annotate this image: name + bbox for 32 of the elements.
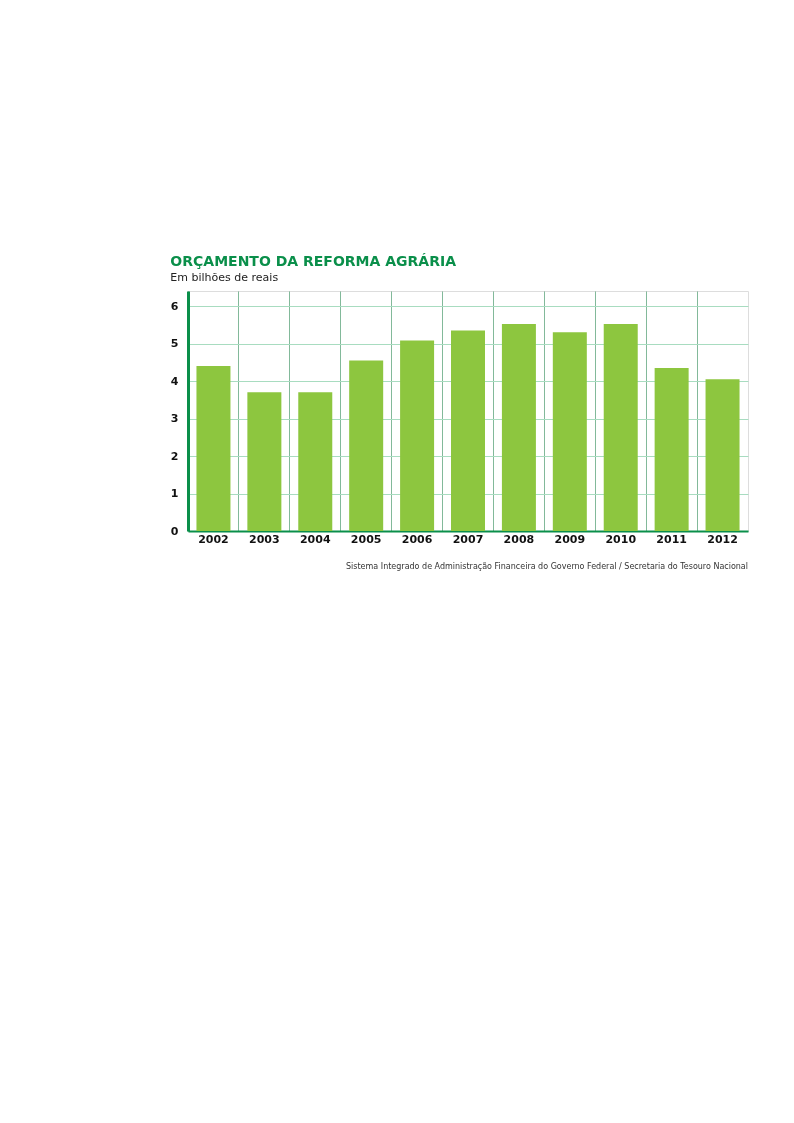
y-tick-label: 3 [170,412,179,425]
x-tick-label: 2005 [350,532,382,546]
x-tick-label: 2011 [656,532,687,546]
bar [196,366,231,531]
bar [654,367,689,531]
y-tick-label: 6 [170,299,179,313]
bar [247,392,282,531]
x-tick-label: 2003 [249,532,280,546]
x-tick-label: 2007 [452,532,484,546]
y-tick-label: 0 [170,524,179,538]
bar [349,360,384,531]
x-tick-label: 2009 [554,532,586,546]
y-tick-label: 1 [170,487,179,500]
x-tick-label: 2004 [299,532,331,546]
bar [603,324,638,531]
chart-subtitle: Em bilhões de reais [170,271,279,284]
bar [400,340,435,531]
text: Sistema Integrado de Administração Financeira do Governo Federal / Secretaria do Tesouro Nacional [346,562,748,571]
x-tick-label: 2006 [401,532,433,546]
y-tick-label: 5 [170,337,179,350]
x-tick-label: 2002 [198,532,229,546]
chart-title: ORÇAMENTO DA REFORMA AGRÁRIA [170,253,457,269]
bar [552,332,587,531]
y-tick-label: 2 [170,449,179,463]
bar [501,324,536,531]
bar [298,392,333,531]
y-tick-label: 4 [170,374,179,388]
x-tick-label: 2012 [707,532,738,546]
bar [705,379,740,531]
x-tick-label: 2008 [503,532,535,546]
x-tick-label: 2010 [605,532,637,546]
bar [451,330,485,531]
